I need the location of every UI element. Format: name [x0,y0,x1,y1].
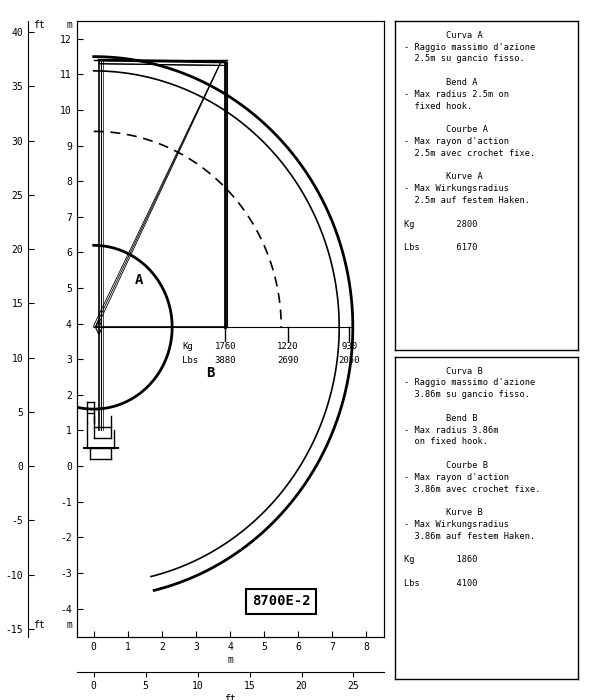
Text: Curva B
- Raggio massimo d'azione
  3.86m su gancio fisso.

        Bend B
- Max: Curva B - Raggio massimo d'azione 3.86m … [405,367,541,588]
Text: m: m [67,620,73,630]
Text: 1220: 1220 [277,342,299,351]
Text: m: m [67,20,73,30]
Text: 930: 930 [342,342,358,351]
Text: Kg: Kg [182,342,193,351]
Text: ft: ft [33,20,45,30]
Text: Lbs: Lbs [182,356,198,365]
Text: 8700E-2: 8700E-2 [252,594,310,608]
Text: 2690: 2690 [277,356,299,365]
Text: 1760: 1760 [215,342,236,351]
Text: 2050: 2050 [339,356,360,365]
X-axis label: m: m [227,654,233,664]
Text: A: A [135,274,143,288]
Text: Curva A
- Raggio massimo d'azione
  2.5m su gancio fisso.

        Bend A
- Max : Curva A - Raggio massimo d'azione 2.5m s… [405,31,536,252]
Text: 3880: 3880 [215,356,236,365]
X-axis label: ft: ft [224,694,236,700]
Text: ft: ft [33,620,45,630]
Text: B: B [206,366,215,380]
